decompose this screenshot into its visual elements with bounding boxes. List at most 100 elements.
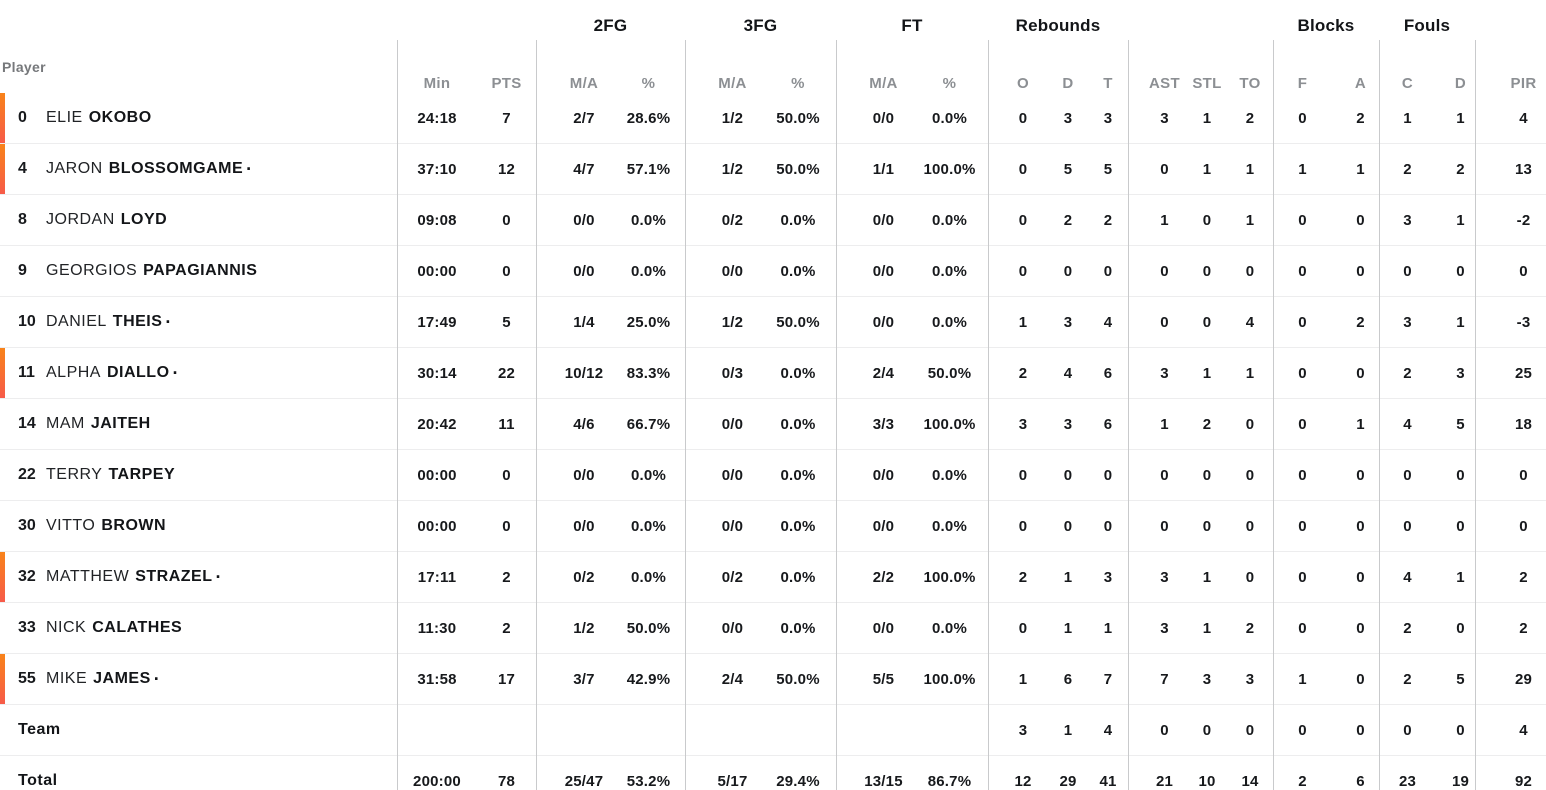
stat-to: 0 <box>1245 466 1255 484</box>
player-cell: 55 MIKE JAMES · <box>0 654 397 704</box>
stat-3fg-pct: 50.0% <box>776 160 820 178</box>
stat-stl: 1 <box>1202 364 1212 382</box>
stat-ast: 0 <box>1160 721 1169 739</box>
column-header-2fg-pct: % <box>641 74 656 92</box>
column-header-blk-a: A <box>1354 74 1367 92</box>
stat-foul-d: 0 <box>1456 466 1465 484</box>
stat-foul-c: 2 <box>1403 619 1412 637</box>
table-row[interactable]: 8 JORDAN LOYD · 09:08 0 0/0 0.0% 0/2 0.0% 0/0 0… <box>0 194 1546 245</box>
stat-blk-f: 0 <box>1298 313 1307 331</box>
stat-reb-o: 1 <box>1018 670 1028 688</box>
stat-blk-a: 0 <box>1356 517 1365 535</box>
table-row[interactable]: 9 GEORGIOS PAPAGIANNIS · 00:00 0 0/0 0.0% 0/… <box>0 245 1546 296</box>
stat-reb-t: 5 <box>1103 160 1113 178</box>
column-header-min: Min <box>423 74 451 92</box>
group-header-fouls: Fouls <box>1403 16 1451 35</box>
stat-2fg-pct: 0.0% <box>631 517 666 535</box>
column-divider <box>1273 40 1274 790</box>
player-cell: 4 JARON BLOSSOMGAME · <box>0 144 397 194</box>
stat-reb-d: 3 <box>1063 415 1073 433</box>
stat-pts: 78 <box>497 772 516 790</box>
table-row[interactable]: 14 MAM JAITEH · 20:42114/666.7%0/00.0%3/… <box>0 398 1546 449</box>
stat-pts: 0 <box>502 466 511 484</box>
stat-2fg-ma: 1/2 <box>573 619 595 637</box>
stat-reb-t: 2 <box>1103 211 1113 229</box>
stat-blk-f: 0 <box>1298 721 1307 739</box>
stat-foul-c: 2 <box>1403 364 1412 382</box>
table-row[interactable]: 33 NICK CALATHES · 11:30 2 1/2 50.0% 0/0 0.0%… <box>0 602 1546 653</box>
stat-min: 31:58 <box>417 670 457 688</box>
stat-foul-c: 2 <box>1403 670 1412 688</box>
stat-reb-t: 0 <box>1103 517 1113 535</box>
player-first-name: MAM <box>46 415 85 432</box>
stat-blk-a: 0 <box>1356 262 1365 280</box>
stat-blk-a: 0 <box>1356 721 1365 739</box>
stat-reb-d: 1 <box>1063 568 1073 586</box>
stat-foul-d: 5 <box>1456 670 1465 688</box>
stat-reb-o: 0 <box>1018 262 1028 280</box>
stat-blk-f: 0 <box>1298 109 1307 127</box>
column-divider <box>1379 40 1380 790</box>
column-header-blk-f: F <box>1297 74 1308 92</box>
stat-ast: 0 <box>1160 313 1169 331</box>
table-row[interactable]: 4 JARON BLOSSOMGAME · 37:10 12 4/7 57.1% 1/2… <box>0 143 1546 194</box>
column-divider <box>397 40 398 790</box>
table-row[interactable]: 10 DANIEL THEIS · 17:49 5 1/4 25.0% 1/2 50.0%… <box>0 296 1546 347</box>
stat-reb-o: 0 <box>1018 466 1028 484</box>
stat-2fg-ma: 0/0 <box>573 211 595 229</box>
table-header: Player 2FG 3FG FT Rebounds Blocks Fouls … <box>0 0 1546 93</box>
stat-stl: 3 <box>1202 670 1212 688</box>
stat-stl: 0 <box>1202 262 1212 280</box>
stat-3fg-ma: 2/4 <box>721 670 744 688</box>
stat-pts: 0 <box>502 262 511 280</box>
player-first-name: GEORGIOS <box>46 262 138 279</box>
stat-3fg-pct: 0.0% <box>780 262 816 280</box>
stat-2fg-pct: 42.9% <box>626 670 671 688</box>
stat-pir: 4 <box>1519 109 1528 127</box>
stat-ft-ma: 0/0 <box>872 619 895 637</box>
stat-foul-d: 5 <box>1456 415 1465 433</box>
table-row[interactable]: 55 MIKE JAMES · 31:58 17 3/7 42.9% 2/4 50.0% 5… <box>0 653 1546 704</box>
player-last-name: JAMES <box>93 670 151 687</box>
stat-blk-a: 0 <box>1356 568 1365 586</box>
player-column-header: Player <box>2 59 46 75</box>
player-first-name: MATTHEW <box>46 568 130 585</box>
stat-min: 00:00 <box>417 262 457 280</box>
table-row[interactable]: 30 VITTO BROWN · 00:00 0 0/0 0.0% 0/0 0.0% 0/0… <box>0 500 1546 551</box>
stat-blk-a: 6 <box>1356 772 1365 790</box>
player-last-name: LOYD <box>120 211 168 228</box>
stat-2fg-pct: 53.2% <box>626 772 671 790</box>
stat-reb-d: 4 <box>1063 364 1073 382</box>
on-court-indicator <box>0 348 5 398</box>
stat-stl: 0 <box>1202 211 1212 229</box>
stat-blk-f: 0 <box>1298 517 1307 535</box>
stat-pir: 0 <box>1519 517 1528 535</box>
table-row[interactable]: 32 MATTHEW STRAZEL · 17:11 2 0/2 0.0% 0/2 0.0… <box>0 551 1546 602</box>
stat-stl: 1 <box>1202 568 1212 586</box>
stat-3fg-pct: 0.0% <box>780 211 816 229</box>
stat-ast: 0 <box>1160 160 1169 178</box>
stat-reb-d: 0 <box>1063 262 1073 280</box>
player-cell: 8 JORDAN LOYD · <box>0 195 397 245</box>
player-last-name: PAPAGIANNIS <box>143 262 258 279</box>
stat-3fg-ma: 5/17 <box>717 772 748 790</box>
table-row[interactable]: 11 ALPHA DIALLO · 30:14 22 10/12 83.3% 0/3 0.… <box>0 347 1546 398</box>
table-row[interactable]: 0 ELIE OKOBO · 24:18 7 2/7 28.6% 1/2 50.0% 0/0… <box>0 93 1546 143</box>
table-row[interactable]: 22 TERRY TARPEY · 00:00 0 0/0 0.0% 0/0 0.0% 0/… <box>0 449 1546 500</box>
group-header-rebounds: Rebounds <box>1015 16 1101 35</box>
stat-ft-ma: 0/0 <box>872 313 895 331</box>
player-first-name: ALPHA <box>46 364 101 381</box>
stat-stl: 10 <box>1198 772 1216 790</box>
stat-ft-ma: 2/4 <box>872 364 895 382</box>
stat-2fg-ma: 0/2 <box>573 568 595 586</box>
stat-reb-t: 3 <box>1103 109 1113 127</box>
starter-icon: · <box>215 567 222 587</box>
stat-ft-ma: 2/2 <box>872 568 895 586</box>
player-first-name: MIKE <box>46 670 88 687</box>
stat-to: 2 <box>1245 619 1255 637</box>
stat-foul-d: 0 <box>1456 262 1465 280</box>
stat-to: 14 <box>1241 772 1259 790</box>
jersey-number: 10 <box>18 313 36 330</box>
stat-stl: 2 <box>1202 415 1212 433</box>
stat-reb-d: 3 <box>1063 109 1073 127</box>
